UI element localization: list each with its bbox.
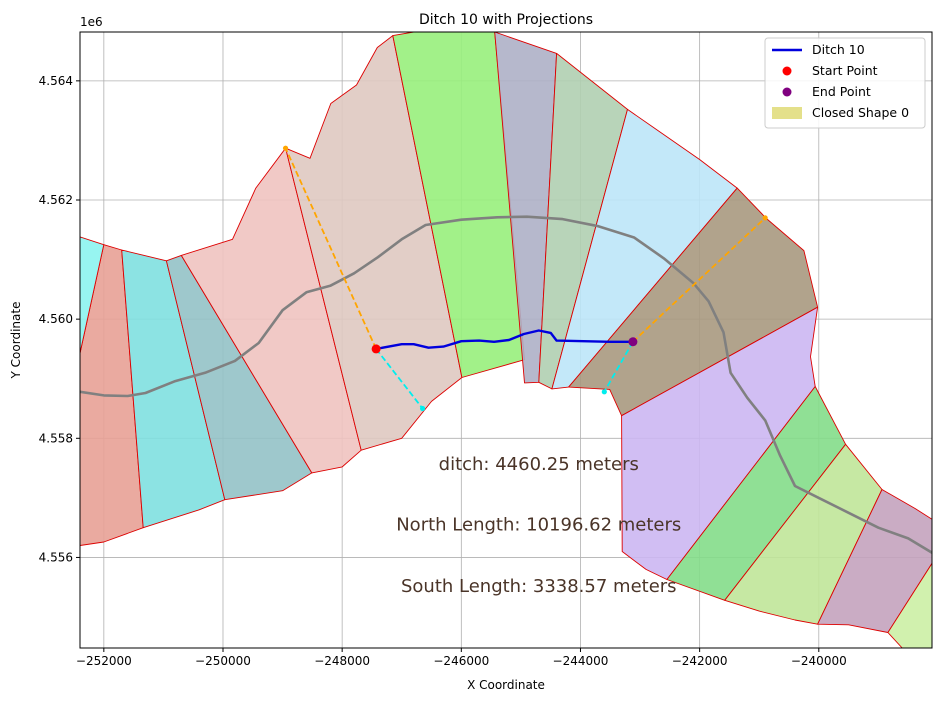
y-offset-label: 1e6: [80, 15, 103, 29]
ditch-line: [375, 329, 633, 351]
x-tick-label: −244000: [553, 654, 609, 668]
plot-frame: [79, 31, 933, 649]
legend-dot-swatch: [782, 66, 792, 76]
axis-ticks: −252000 −250000 −248000 −246000 −244000 −2420…: [39, 74, 847, 668]
legend-patch-swatch: [772, 107, 802, 119]
region-polygon: [121, 249, 226, 529]
legend-label: End Point: [812, 84, 871, 99]
length-annotation: South Length: 3338.57 meters: [401, 576, 677, 597]
end-point-marker: [628, 337, 638, 347]
y-tick-label: 4.564: [39, 74, 73, 88]
legend-label: Ditch 10: [812, 42, 865, 57]
start-point-marker: [371, 344, 381, 354]
projection-line: [284, 147, 377, 350]
region-polygon: [80, 236, 105, 354]
x-tick-label: −246000: [433, 654, 489, 668]
projection-endpoint: [419, 405, 426, 412]
center-line: [80, 215, 932, 555]
y-tick-label: 4.562: [39, 193, 73, 207]
legend-dot-swatch: [782, 87, 792, 97]
legend-label: Closed Shape 0: [812, 105, 909, 120]
region-polygon: [621, 306, 819, 580]
projection-endpoint: [601, 389, 607, 395]
projection-endpoint: [762, 215, 768, 221]
legend: Ditch 10 Start Point End Point Closed Shape…: [764, 37, 926, 129]
y-tick-label: 4.560: [39, 312, 73, 326]
x-tick-label: −248000: [314, 654, 370, 668]
regions: [80, 32, 932, 648]
projection-endpoint: [282, 145, 289, 151]
chart-title: Ditch 10 with Projections: [419, 12, 593, 28]
projection-line: [603, 341, 634, 393]
plot-lines: [80, 145, 932, 555]
region-polygon: [887, 562, 932, 648]
legend-label: Start Point: [812, 63, 878, 78]
x-axis-label: X Coordinate: [467, 678, 545, 692]
annotations: ditch: 4460.25 meters North Length: 10196…: [396, 454, 681, 597]
projection-line: [375, 348, 424, 410]
x-tick-label: −242000: [672, 654, 728, 668]
projection-line: [632, 217, 766, 343]
region-polygon: [165, 254, 313, 501]
y-tick-label: 4.556: [39, 550, 73, 564]
length-annotation: North Length: 10196.62 meters: [396, 515, 681, 536]
legend-box: [764, 37, 926, 129]
x-tick-label: −252000: [76, 654, 132, 668]
y-axis-label: Y Coordinate: [9, 302, 23, 380]
x-tick-label: −240000: [791, 654, 847, 668]
y-tick-label: 4.558: [39, 431, 73, 445]
length-annotation: ditch: 4460.25 meters: [439, 454, 639, 475]
x-tick-label: −250000: [195, 654, 251, 668]
